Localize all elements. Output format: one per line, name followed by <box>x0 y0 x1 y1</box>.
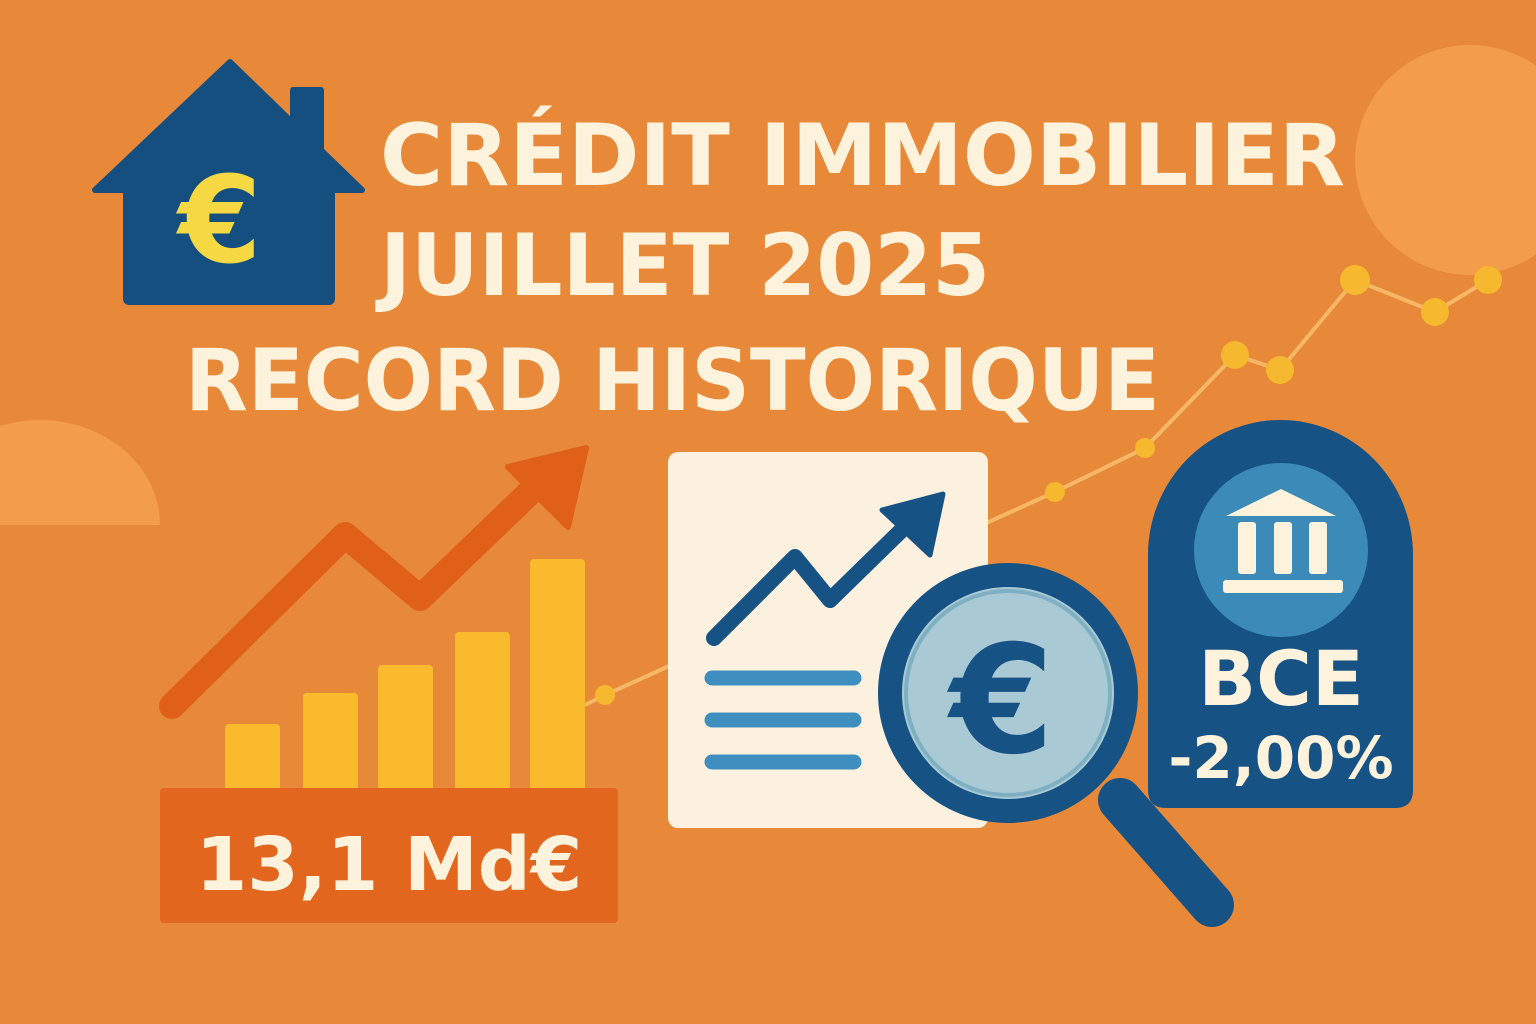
bar <box>530 559 585 804</box>
bar <box>303 693 358 803</box>
title-line-2: JUILLET 2025 <box>375 216 990 316</box>
trend-point <box>1340 265 1370 295</box>
decorative-blob-top-right <box>1355 45 1536 275</box>
bce-badge: BCE -2,00% <box>1148 420 1413 808</box>
euro-symbol: € <box>947 614 1054 788</box>
bar <box>455 632 510 802</box>
trend-point <box>1221 341 1249 369</box>
decorative-blob-left <box>0 420 160 525</box>
magnifier-euro-icon: € <box>878 563 1234 927</box>
trend-point <box>1266 356 1294 384</box>
bank-icon <box>1223 489 1343 593</box>
trend-arrow-icon <box>159 445 589 719</box>
trend-point <box>595 685 615 705</box>
title-line-3: RECORD HISTORIQUE <box>185 331 1160 431</box>
trend-point <box>1421 298 1449 326</box>
bce-label: BCE <box>1198 634 1364 723</box>
amount-value: 13,1 Md€ <box>196 822 582 908</box>
bar <box>378 665 433 805</box>
trend-point <box>1045 482 1065 502</box>
euro-symbol: € <box>175 152 262 291</box>
trend-point <box>1135 438 1155 458</box>
bar-chart-illustration <box>159 445 589 805</box>
house-euro-icon: € <box>92 59 365 305</box>
bce-rate: -2,00% <box>1168 724 1393 792</box>
trend-point <box>1474 266 1502 294</box>
amount-badge <box>160 788 618 923</box>
title-line-1: CRÉDIT IMMOBILIER <box>380 105 1345 206</box>
bar <box>225 724 280 804</box>
